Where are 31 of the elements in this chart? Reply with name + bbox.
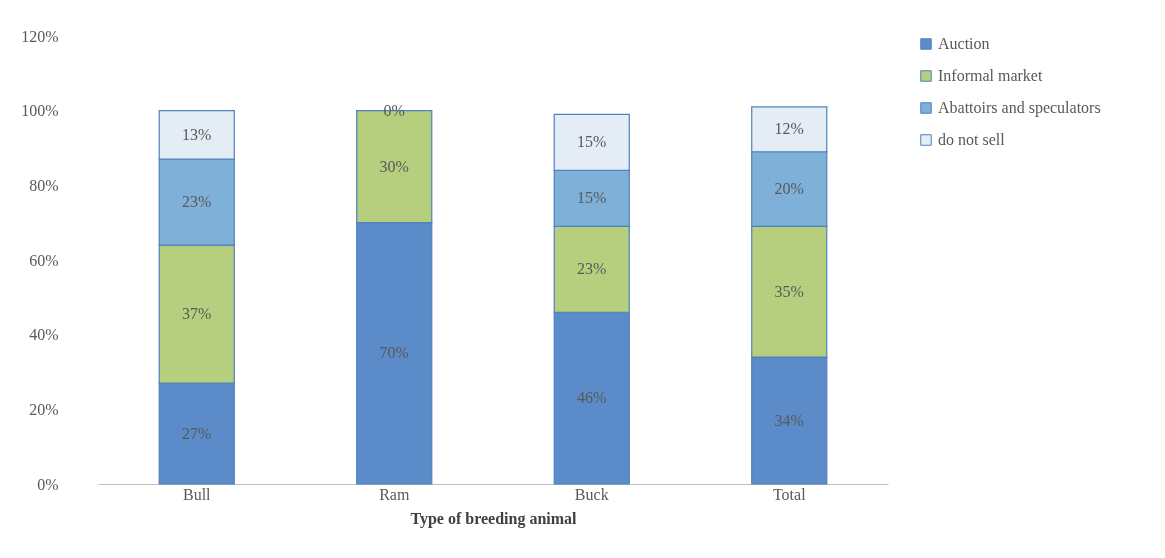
x-tick-label: Bull xyxy=(182,485,212,503)
data-label: 12% xyxy=(774,120,804,138)
y-tick-label: 0% xyxy=(37,475,59,493)
data-label: 70% xyxy=(379,344,409,362)
y-tick-label: 100% xyxy=(21,102,59,120)
data-label: 13% xyxy=(182,125,212,143)
data-label: 35% xyxy=(774,282,804,300)
x-tick-label: Total xyxy=(772,485,807,503)
legend-label: do not sell xyxy=(938,131,1006,148)
y-tick-label: 60% xyxy=(29,251,59,269)
data-label: 37% xyxy=(182,305,212,323)
legend-label: Auction xyxy=(938,35,990,52)
data-label: 23% xyxy=(577,260,607,278)
data-label: 20% xyxy=(774,180,804,198)
data-label: 15% xyxy=(577,133,607,151)
data-label: 30% xyxy=(379,157,409,175)
data-label: 15% xyxy=(577,189,607,207)
data-label: 27% xyxy=(182,424,212,442)
data-label: 34% xyxy=(774,411,804,429)
legend-label: Abattoirs and speculators xyxy=(938,99,1101,117)
y-tick-label: 80% xyxy=(29,176,59,194)
y-tick-label: 120% xyxy=(21,27,59,45)
y-tick-label: 20% xyxy=(29,400,59,418)
x-axis-title: Type of breeding animal xyxy=(410,509,578,528)
data-label: 46% xyxy=(577,389,607,407)
x-tick-label: Buck xyxy=(574,485,609,503)
y-tick-label: 40% xyxy=(29,326,59,344)
data-label: 0% xyxy=(383,101,405,119)
x-tick-label: Ram xyxy=(379,485,410,503)
data-label: 23% xyxy=(182,193,212,211)
legend-label: Informal market xyxy=(938,67,1043,84)
